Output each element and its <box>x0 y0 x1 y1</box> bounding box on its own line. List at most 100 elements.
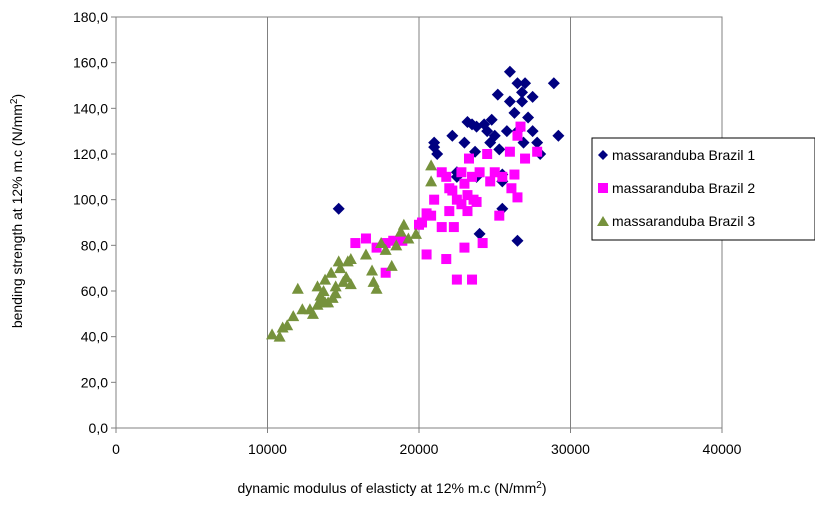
data-point <box>273 330 286 342</box>
data-point <box>458 136 471 149</box>
data-point <box>417 217 428 228</box>
data-point <box>344 253 357 265</box>
y-tick-label: 120,0 <box>73 146 108 162</box>
data-point <box>447 185 458 196</box>
data-point <box>467 171 478 182</box>
data-point <box>459 178 470 189</box>
data-point <box>317 285 330 296</box>
data-point <box>467 274 478 285</box>
data-point <box>329 280 342 292</box>
data-point <box>325 266 338 278</box>
data-point <box>359 248 372 260</box>
data-point <box>332 202 345 215</box>
data-point <box>456 167 467 178</box>
data-point <box>444 206 455 217</box>
data-point <box>329 287 342 299</box>
data-point <box>494 210 505 221</box>
y-tick-label: 160,0 <box>73 55 108 71</box>
data-point <box>426 210 437 221</box>
data-point <box>380 238 391 249</box>
legend-marker-brazil-1 <box>598 150 608 160</box>
data-point <box>512 192 523 203</box>
data-point <box>473 227 486 240</box>
data-point <box>402 232 415 244</box>
data-point <box>456 199 467 210</box>
data-point <box>477 238 488 249</box>
x-tick-label: 10000 <box>248 441 287 457</box>
data-point <box>515 121 526 132</box>
data-point <box>491 88 504 101</box>
x-tick-label: 30000 <box>551 441 590 457</box>
data-point <box>493 143 506 156</box>
data-point <box>334 262 347 274</box>
data-point <box>512 130 523 141</box>
data-point <box>306 307 319 319</box>
data-point <box>451 274 462 285</box>
y-axis-ticks: 0,0 20,0 40,0 60,0 80,0 100,0 120,0 140,0 160,0 1… <box>73 9 116 436</box>
data-point <box>390 239 403 251</box>
x-tick-label: 0 <box>112 441 120 457</box>
data-point <box>350 238 361 249</box>
legend-label-brazil-3: massaranduba Brazil 3 <box>612 213 755 229</box>
data-point <box>463 153 474 164</box>
y-tick-label: 20,0 <box>81 374 108 390</box>
y-tick-label: 80,0 <box>81 237 108 253</box>
data-point <box>332 255 345 267</box>
data-point <box>448 222 459 233</box>
data-point <box>520 153 531 164</box>
data-point <box>503 65 516 78</box>
y-tick-label: 60,0 <box>81 283 108 299</box>
data-point <box>287 310 300 322</box>
data-point <box>497 171 508 182</box>
legend-marker-brazil-2 <box>598 183 608 193</box>
data-point <box>500 125 513 138</box>
data-point <box>385 259 398 271</box>
data-point <box>485 176 496 187</box>
legend-label-brazil-1: massaranduba Brazil 1 <box>612 147 755 163</box>
data-point <box>319 273 332 285</box>
data-point <box>508 106 521 119</box>
data-point <box>516 95 529 108</box>
data-point <box>397 235 408 246</box>
data-point <box>375 237 388 249</box>
data-point <box>441 254 452 265</box>
data-point <box>526 90 539 103</box>
data-point <box>441 171 452 182</box>
data-point <box>421 249 432 260</box>
y-axis-title: bending strength at 12% m.c (N/mm2) <box>9 94 25 328</box>
data-point <box>379 243 392 255</box>
data-point <box>482 149 493 159</box>
series-brazil-3 <box>266 159 438 342</box>
y-tick-label: 140,0 <box>73 100 108 116</box>
legend-box <box>591 137 815 241</box>
legend-label-brazil-2: massaranduba Brazil 2 <box>612 180 755 196</box>
data-point <box>511 77 524 90</box>
data-point <box>446 129 459 142</box>
data-point <box>481 125 494 138</box>
data-point <box>296 303 309 315</box>
data-point <box>462 206 473 217</box>
data-point <box>511 234 524 247</box>
data-point <box>266 328 279 340</box>
data-point <box>397 218 410 230</box>
data-point <box>409 227 422 239</box>
data-points <box>266 65 565 342</box>
series-brazil-2 <box>350 121 543 285</box>
data-point <box>531 136 544 149</box>
data-point <box>509 169 520 180</box>
y-tick-label: 180,0 <box>73 9 108 25</box>
data-point <box>380 267 391 278</box>
data-point <box>462 190 473 201</box>
legend: massaranduba Brazil 1 massaranduba Brazi… <box>591 137 815 241</box>
legend-marker-brazil-3 <box>597 216 609 226</box>
data-point <box>552 129 565 142</box>
data-point <box>547 77 560 90</box>
data-point <box>366 264 379 276</box>
data-point <box>394 225 407 237</box>
data-point <box>485 113 498 126</box>
data-point <box>461 116 474 129</box>
x-tick-label: 40000 <box>703 441 742 457</box>
data-point <box>526 125 539 138</box>
data-point <box>360 233 371 244</box>
